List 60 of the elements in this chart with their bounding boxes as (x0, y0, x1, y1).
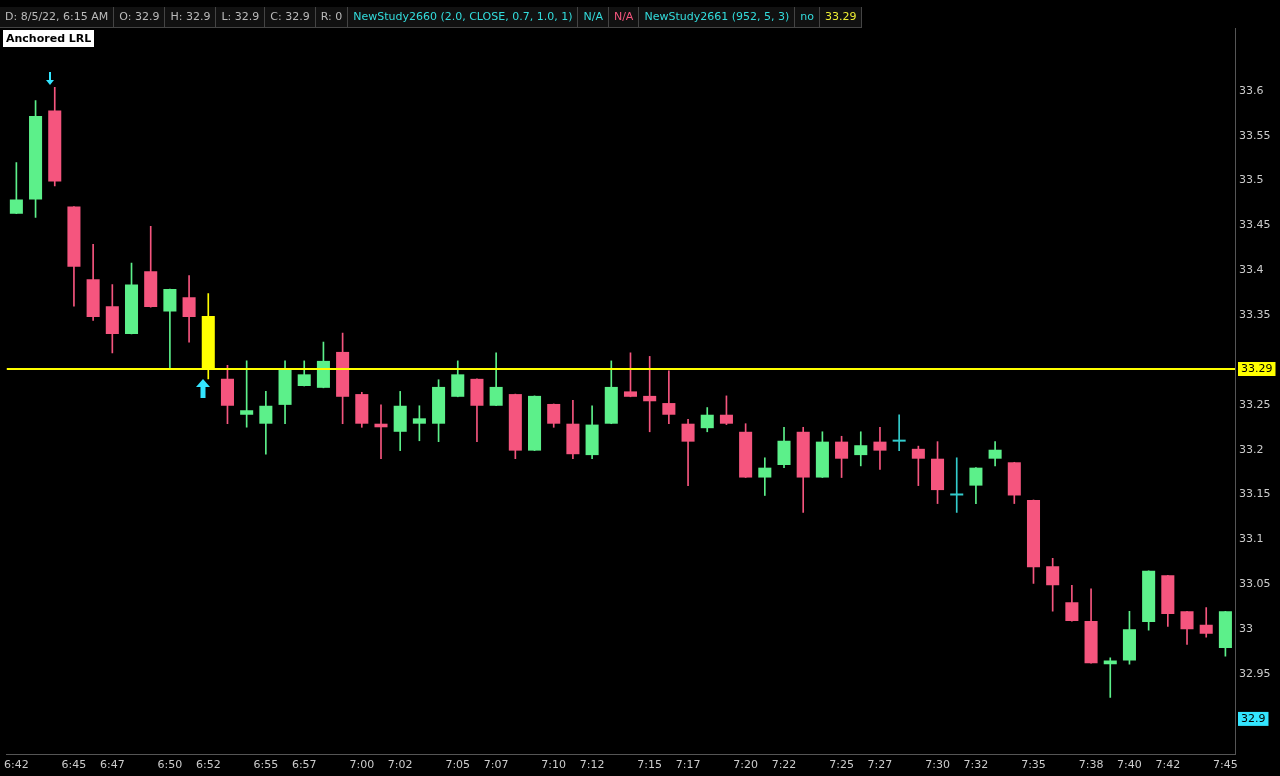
x-tick-label: 6:50 (157, 758, 183, 772)
y-tick-label: 33.5 (1239, 173, 1264, 187)
y-tick-label: 33.05 (1239, 577, 1271, 591)
x-tick-label: 6:55 (253, 758, 279, 772)
x-tick-label: 6:45 (61, 758, 87, 772)
text: N/A (578, 7, 609, 27)
text: NewStudy2660 (2.0, CLOSE, 0.7, 1.0, 1) (348, 7, 579, 27)
candlestick (873, 426, 887, 470)
x-tick-label: 7:30 (925, 758, 950, 772)
candlestick (758, 457, 772, 496)
x-tick-label: 7:07 (483, 758, 509, 772)
y-tick-label: 33.15 (1239, 487, 1271, 501)
ref-line-label: 33.29 (1241, 361, 1273, 375)
candlestick (643, 356, 657, 433)
text: D: 8/5/22, 6:15 AM (0, 7, 115, 27)
y-tick-label: 33.35 (1239, 307, 1271, 321)
x-tick-label: 7:35 (1021, 758, 1046, 772)
y-tick-label: 33 (1239, 622, 1253, 636)
annotation: 32.9 (1241, 711, 1266, 725)
x-tick-label: 7:22 (771, 758, 797, 772)
x-tick-label: 7:05 (445, 758, 471, 772)
x-tick-label: 6:42 (4, 758, 29, 772)
y-tick-label: 33.2 (1239, 442, 1264, 456)
y-tick-label: 33.45 (1239, 218, 1271, 232)
x-tick-label: 7:32 (963, 758, 989, 772)
x-tick-label: 7:27 (867, 758, 893, 772)
candlestick (662, 370, 676, 425)
x-tick-label: 7:10 (541, 758, 567, 772)
x-tick-label: 6:47 (99, 758, 125, 772)
text: H: 32.9 (165, 7, 217, 27)
text: 33.29 (819, 7, 863, 27)
x-tick-label: 7:45 (1213, 758, 1238, 772)
x-tick-label: 7:42 (1155, 758, 1181, 772)
y-tick-label: 33.4 (1239, 263, 1264, 277)
text: O: 32.9 (114, 7, 166, 27)
y-tick-label: 33.55 (1239, 128, 1271, 142)
text: L: 32.9 (216, 7, 266, 27)
x-tick-label: 7:00 (349, 758, 375, 772)
x-tick-label: 7:02 (387, 758, 413, 772)
x-tick-label: 7:12 (579, 758, 605, 772)
text: C: 32.9 (265, 7, 316, 27)
candlestick (892, 414, 906, 451)
x-tick-label: 7:17 (675, 758, 701, 772)
x-tick-label: 6:52 (195, 758, 221, 772)
y-tick-label: 33.6 (1239, 83, 1264, 97)
x-tick-label: 7:25 (829, 758, 854, 772)
text: N/A (608, 7, 640, 27)
y-tick-label: 32.95 (1239, 666, 1271, 680)
text: no (795, 7, 820, 27)
x-tick-label: 7:38 (1078, 758, 1104, 772)
candlestick (950, 457, 964, 513)
text: NewStudy2661 (952, 5, 3) (639, 7, 796, 27)
x-tick-label: 7:40 (1117, 758, 1142, 772)
annotation: Anchored LRL (3, 30, 95, 47)
y-tick-label: 33.25 (1239, 397, 1271, 411)
text: R: 0 (315, 7, 349, 27)
x-tick-label: 6:57 (291, 758, 317, 772)
x-tick-label: 7:20 (733, 758, 758, 772)
x-tick-label: 7:15 (637, 758, 663, 772)
y-tick-label: 33.1 (1239, 532, 1264, 546)
